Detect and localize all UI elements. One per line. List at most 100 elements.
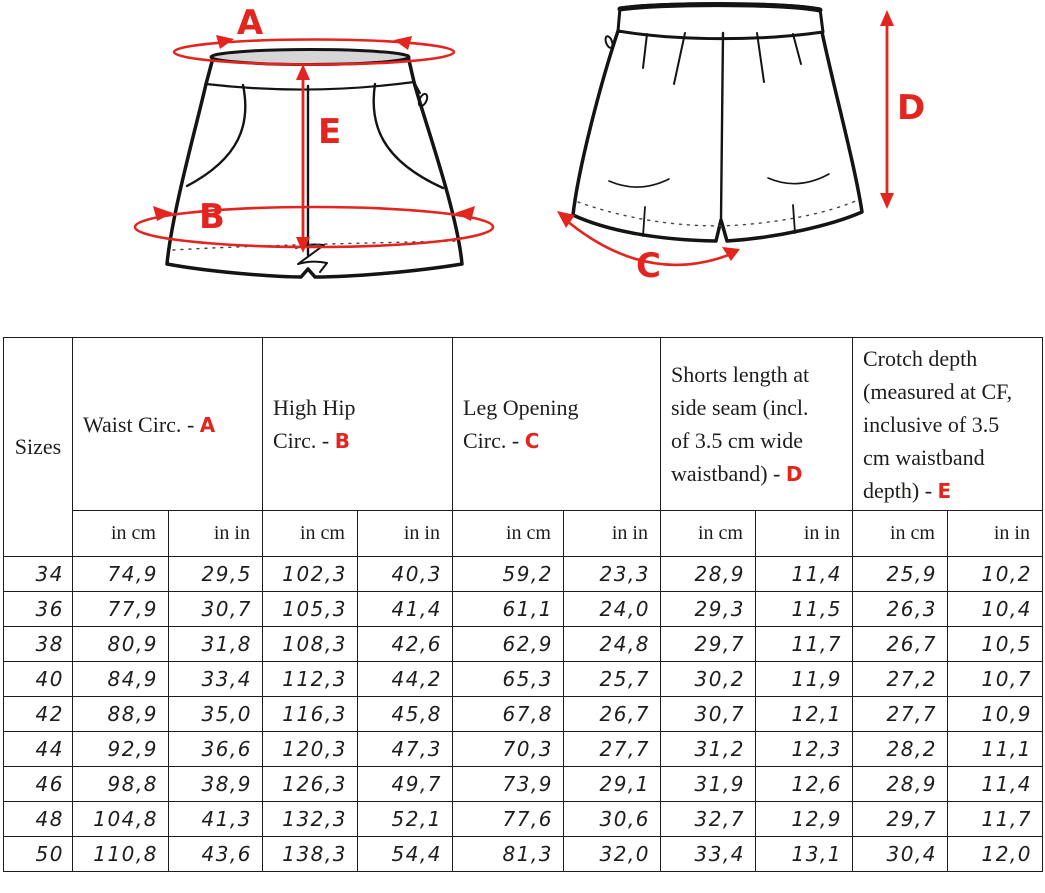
value-cell: 11,7 [755,626,853,662]
label-d: D [897,88,925,128]
value-cell: 65,3 [452,661,564,697]
value-cell: 42,6 [357,626,453,662]
back-pleat-line [792,33,802,65]
value-cell: 29,3 [660,591,756,627]
value-cell: 126,3 [262,766,358,802]
header-label: Waist Circ. [83,411,182,437]
value-cell: 31,8 [168,626,263,662]
arrowhead [455,206,475,221]
table-row: 34 74,9 29,5 102,3 40,3 59,2 23,3 28,9 11,4 25,9 1… [3,556,1043,592]
value-cell: 35,0 [168,696,263,732]
value-cell: 26,7 [563,696,661,732]
header-dash: - [186,411,195,437]
value-cell: 11,9 [755,661,853,697]
arrowhead [216,35,234,49]
front-zipper-icon [413,81,421,94]
unit-header-in: in in [168,510,263,557]
header-dash: - [924,477,933,503]
value-cell: 77,6 [452,801,564,837]
header-shorts-length: Shorts length at side seam (incl. of 3.5… [660,337,853,511]
back-hem-notch [792,204,796,234]
value-cell: 70,3 [452,731,564,767]
unit-header-cm: in cm [262,510,358,557]
header-dash: - [321,428,330,453]
table-row: 40 84,9 33,4 112,3 44,2 65,3 25,7 30,2 11,9 27,2 1… [3,661,1043,697]
value-cell: 24,8 [563,626,661,662]
header-leg-opening-circ: Leg Opening Circ. - C [452,337,661,511]
value-cell: 74,9 [72,556,169,592]
measurement-diagram: A E B [133,2,925,286]
value-cell: 138,3 [262,836,358,872]
size-cell: 36 [3,591,73,627]
value-cell: 47,3 [357,731,453,767]
value-cell: 108,3 [262,626,358,662]
value-cell: 24,0 [563,591,661,627]
table-row: 46 98,8 38,9 126,3 49,7 73,9 29,1 31,9 12,6 28,9 1… [3,766,1043,802]
size-cell: 40 [3,661,73,697]
measure-letter-a: A [199,412,216,437]
value-cell: 80,9 [72,626,169,662]
value-cell: 28,2 [852,731,948,767]
unit-header-cm: in cm [852,510,948,557]
value-cell: 32,0 [563,836,661,872]
value-cell: 110,8 [72,836,169,872]
value-cell: 31,9 [660,766,756,802]
size-cell: 44 [3,731,73,767]
value-cell: 67,8 [452,696,564,732]
table-row: 48 104,8 41,3 132,3 52,1 77,6 30,6 32,7 12,9 29,7… [3,801,1043,837]
value-cell: 10,7 [947,661,1043,697]
value-cell: 62,9 [452,626,564,662]
label-b: B [199,197,225,237]
header-label: Shorts length at side seam (incl. of 3.5… [671,362,810,486]
unit-header-row: in cm in in in cm in in in cm in in in c… [4,510,1043,557]
table-header-row: Sizes Waist Circ. - A High Hip Circ. - B… [3,337,1043,557]
value-cell: 12,0 [947,836,1043,872]
value-cell: 54,4 [357,836,453,872]
value-cell: 30,4 [852,836,948,872]
value-cell: 26,7 [852,626,948,662]
value-cell: 12,3 [755,731,853,767]
value-cell: 104,8 [72,801,169,837]
table-body: 34 74,9 29,5 102,3 40,3 59,2 23,3 28,9 11,4 25,9 1… [3,556,1043,872]
value-cell: 27,7 [563,731,661,767]
value-cell: 33,4 [168,661,263,697]
value-cell: 30,7 [168,591,263,627]
header-label: Crotch depth (measured at CF, inclusive … [863,345,1013,503]
unit-header-cm: in cm [660,510,756,557]
arrowhead [880,10,894,26]
front-measurement-marks [133,35,495,253]
unit-header-in: in in [755,510,853,557]
size-cell: 46 [3,766,73,802]
value-cell: 26,3 [852,591,948,627]
label-a: A [237,3,264,43]
value-cell: 61,1 [452,591,564,627]
value-cell: 84,9 [72,661,169,697]
size-table-container: Sizes Waist Circ. - A High Hip Circ. - B… [3,337,1043,872]
header-label: Leg Opening Circ. [463,395,579,453]
value-cell: 28,9 [852,766,948,802]
label-c: C [636,246,661,286]
waist-measure-ellipse-a [172,38,456,66]
arrowhead [153,206,173,221]
size-table: Sizes Waist Circ. - A High Hip Circ. - B… [3,337,1043,872]
header-waist-circ: Waist Circ. - A [72,337,263,511]
value-cell: 12,6 [755,766,853,802]
size-cell: 50 [3,836,73,872]
value-cell: 40,3 [357,556,453,592]
back-zipper-pull [604,35,614,49]
arrowhead [880,193,894,209]
header-high-hip-circ: High Hip Circ. - B [262,337,453,511]
table-row: 44 92,9 36,6 120,3 47,3 70,3 27,7 31,2 12,3 28,2 1… [3,731,1043,767]
value-cell: 102,3 [262,556,358,592]
back-view-drawing [571,2,864,243]
value-cell: 92,9 [72,731,169,767]
size-cell: 48 [3,801,73,837]
back-waistband-top-edge [617,2,823,13]
value-cell: 12,9 [755,801,853,837]
value-cell: 132,3 [262,801,358,837]
value-cell: 41,4 [357,591,453,627]
arrowhead [296,64,310,80]
value-cell: 98,8 [72,766,169,802]
unit-header-cm: in cm [72,510,169,557]
arrowhead [394,36,412,50]
